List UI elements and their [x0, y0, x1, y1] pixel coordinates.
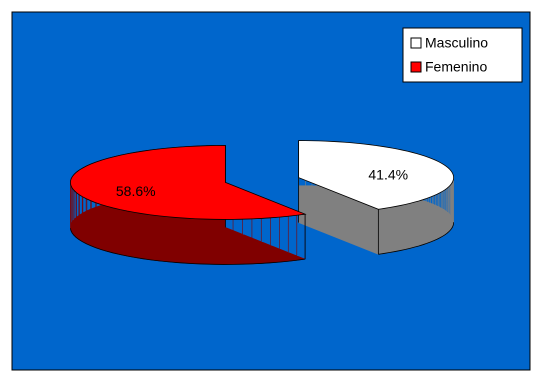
slice: [70, 145, 307, 220]
slice-edge: [70, 228, 306, 265]
legend-label: Femenino: [425, 59, 487, 75]
data-label: 41.4%: [368, 166, 408, 182]
legend: [402, 27, 523, 83]
slice-edge: [378, 222, 455, 255]
data-label: 58.6%: [116, 183, 156, 199]
slice: [298, 140, 455, 210]
legend-label: Masculino: [425, 35, 488, 51]
legend-swatch: [410, 37, 422, 49]
legend-swatch: [410, 61, 422, 73]
